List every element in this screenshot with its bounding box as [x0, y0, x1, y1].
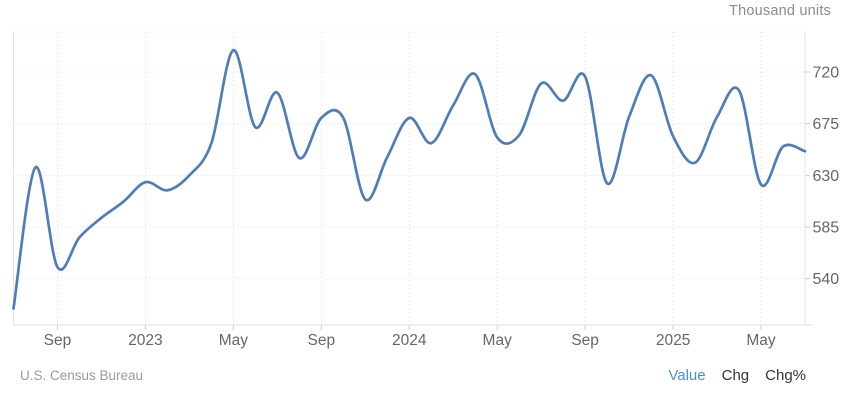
y-axis-label: 585 [813, 220, 840, 237]
y-axis-label: 630 [813, 168, 840, 185]
line-chart: 720 675 630 585 540 Sep 2023 May Sep 2024 May Sep 20… [12, 31, 840, 349]
x-axis-label: 2025 [656, 332, 690, 349]
x-axis-label: 2024 [392, 332, 427, 349]
x-axis-label: Sep [44, 332, 72, 349]
x-axis-label: Sep [308, 332, 336, 349]
source-attribution: U.S. Census Bureau [20, 368, 144, 383]
x-axis-label: 2023 [128, 332, 162, 349]
toggle-value[interactable]: Value [668, 367, 706, 384]
value-series-line [12, 48, 807, 310]
y-axis-label: 720 [813, 65, 840, 82]
x-axis-label: May [746, 332, 776, 349]
toggle-chg-pct[interactable]: Chg% [765, 367, 806, 384]
series-toggle-group: Value Chg Chg% [668, 367, 806, 384]
y-axis-label: 675 [813, 116, 840, 133]
x-axis-label: May [219, 332, 249, 349]
x-axis-label: May [483, 332, 513, 349]
y-axis-units-label: Thousand units [729, 3, 831, 19]
toggle-chg[interactable]: Chg [721, 367, 750, 384]
chart-footer: U.S. Census Bureau Value Chg Chg% [0, 356, 843, 401]
y-axis-label: 540 [813, 271, 840, 288]
x-axis-label: Sep [571, 332, 599, 349]
